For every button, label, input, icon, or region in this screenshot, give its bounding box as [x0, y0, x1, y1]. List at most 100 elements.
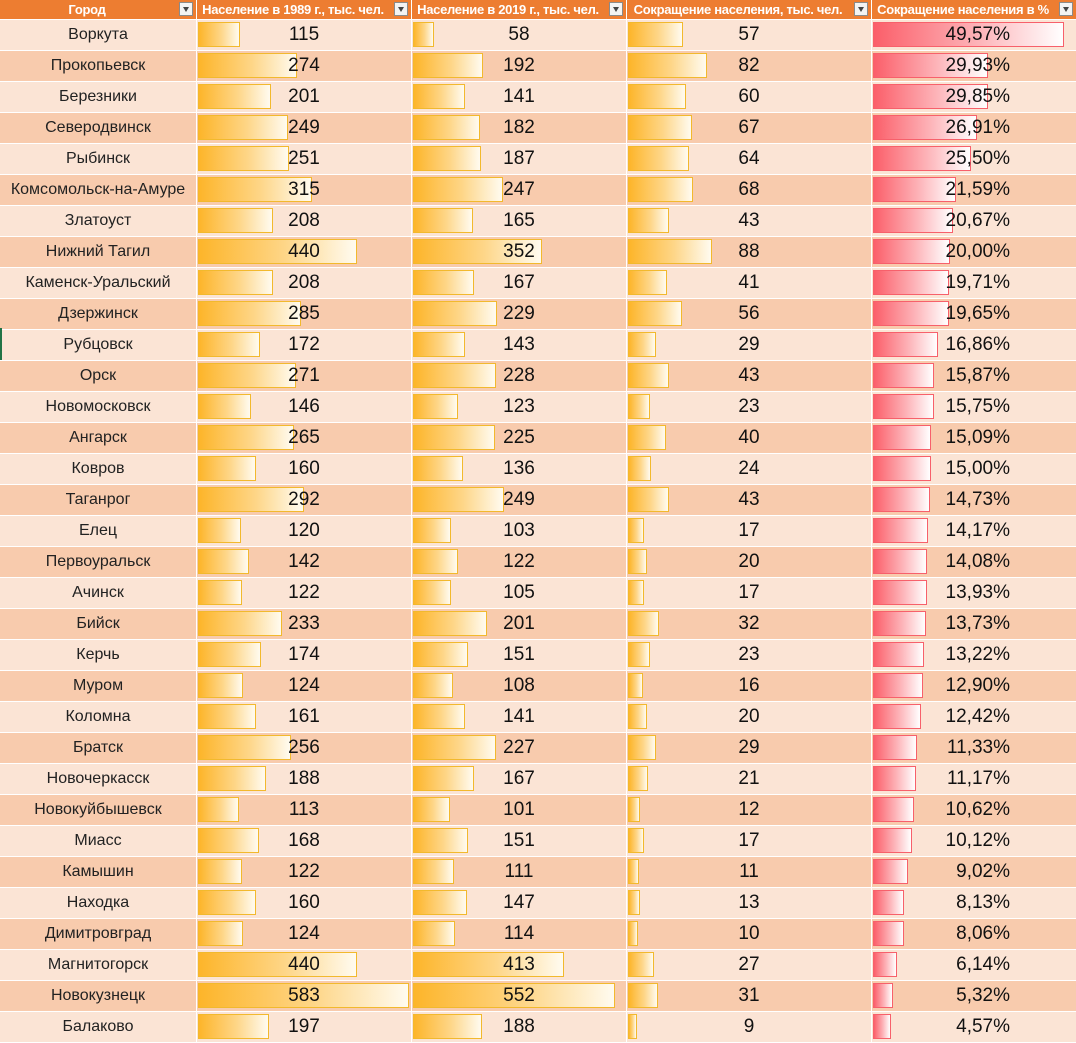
cell-pop1989[interactable]: 124 [197, 671, 412, 701]
table-row[interactable]: Балаково 197 188 9 4,57% [0, 1012, 1076, 1043]
cell-pop1989[interactable]: 122 [197, 578, 412, 608]
table-row[interactable]: Магнитогорск 440 413 27 6,14% [0, 950, 1076, 981]
cell-decline-pct[interactable]: 10,62% [872, 795, 1076, 825]
cell-pop1989[interactable]: 201 [197, 82, 412, 112]
cell-pop2019[interactable]: 122 [412, 547, 627, 577]
cell-decline_abs[interactable]: 12 [627, 795, 872, 825]
cell-pop2019[interactable]: 114 [412, 919, 627, 949]
cell-pop2019[interactable]: 136 [412, 454, 627, 484]
table-row[interactable]: Новомосковск 146 123 23 15,75% [0, 392, 1076, 423]
cell-decline_abs[interactable]: 32 [627, 609, 872, 639]
cell-pop1989[interactable]: 274 [197, 51, 412, 81]
table-row[interactable]: Братск 256 227 29 11,33% [0, 733, 1076, 764]
cell-city[interactable]: Новомосковск [0, 392, 197, 422]
cell-pop2019[interactable]: 225 [412, 423, 627, 453]
cell-pop1989[interactable]: 208 [197, 206, 412, 236]
cell-pop2019[interactable]: 201 [412, 609, 627, 639]
cell-pop1989[interactable]: 251 [197, 144, 412, 174]
cell-decline_abs[interactable]: 21 [627, 764, 872, 794]
cell-pop2019[interactable]: 165 [412, 206, 627, 236]
filter-dropdown-icon[interactable] [854, 2, 868, 16]
cell-pop1989[interactable]: 285 [197, 299, 412, 329]
cell-decline_abs[interactable]: 27 [627, 950, 872, 980]
cell-decline-pct[interactable]: 13,93% [872, 578, 1076, 608]
cell-city[interactable]: Новочеркасск [0, 764, 197, 794]
cell-city[interactable]: Миасс [0, 826, 197, 856]
cell-pop2019[interactable]: 247 [412, 175, 627, 205]
cell-city[interactable]: Воркута [0, 20, 197, 50]
cell-city[interactable]: Братск [0, 733, 197, 763]
cell-city[interactable]: Ангарск [0, 423, 197, 453]
table-row[interactable]: Воркута 115 58 57 49,57% [0, 20, 1076, 51]
cell-decline_abs[interactable]: 10 [627, 919, 872, 949]
table-row[interactable]: Ачинск 122 105 17 13,93% [0, 578, 1076, 609]
table-row[interactable]: Нижний Тагил 440 352 88 20,00% [0, 237, 1076, 268]
cell-city[interactable]: Рыбинск [0, 144, 197, 174]
cell-decline_abs[interactable]: 11 [627, 857, 872, 887]
header-decline-abs[interactable]: Сокращение населения, тыс. чел. [627, 0, 872, 19]
cell-decline-pct[interactable]: 13,73% [872, 609, 1076, 639]
cell-city[interactable]: Новокузнецк [0, 981, 197, 1011]
cell-city[interactable]: Березники [0, 82, 197, 112]
cell-pop1989[interactable]: 160 [197, 888, 412, 918]
table-row[interactable]: Рубцовск 172 143 29 16,86% [0, 330, 1076, 361]
cell-pop2019[interactable]: 227 [412, 733, 627, 763]
header-pop2019[interactable]: Население в 2019 г., тыс. чел. [412, 0, 627, 19]
cell-pop1989[interactable]: 160 [197, 454, 412, 484]
cell-decline-pct[interactable]: 15,09% [872, 423, 1076, 453]
table-row[interactable]: Каменск-Уральский 208 167 41 19,71% [0, 268, 1076, 299]
cell-decline-pct[interactable]: 13,22% [872, 640, 1076, 670]
cell-city[interactable]: Орск [0, 361, 197, 391]
table-row[interactable]: Новокузнецк 583 552 31 5,32% [0, 981, 1076, 1012]
cell-pop2019[interactable]: 229 [412, 299, 627, 329]
cell-decline_abs[interactable]: 20 [627, 547, 872, 577]
cell-decline_abs[interactable]: 16 [627, 671, 872, 701]
cell-city[interactable]: Первоуральск [0, 547, 197, 577]
table-row[interactable]: Находка 160 147 13 8,13% [0, 888, 1076, 919]
cell-city[interactable]: Нижний Тагил [0, 237, 197, 267]
cell-decline-pct[interactable]: 14,73% [872, 485, 1076, 515]
cell-city[interactable]: Бийск [0, 609, 197, 639]
cell-pop1989[interactable]: 440 [197, 950, 412, 980]
cell-decline_abs[interactable]: 40 [627, 423, 872, 453]
cell-decline_abs[interactable]: 23 [627, 392, 872, 422]
cell-pop2019[interactable]: 58 [412, 20, 627, 50]
header-city[interactable]: Город [0, 0, 197, 19]
table-row[interactable]: Керчь 174 151 23 13,22% [0, 640, 1076, 671]
cell-decline-pct[interactable]: 19,71% [872, 268, 1076, 298]
cell-pop2019[interactable]: 552 [412, 981, 627, 1011]
cell-pop2019[interactable]: 151 [412, 826, 627, 856]
cell-decline-pct[interactable]: 21,59% [872, 175, 1076, 205]
table-row[interactable]: Северодвинск 249 182 67 26,91% [0, 113, 1076, 144]
cell-pop1989[interactable]: 124 [197, 919, 412, 949]
cell-decline_abs[interactable]: 24 [627, 454, 872, 484]
cell-decline-pct[interactable]: 20,00% [872, 237, 1076, 267]
cell-pop1989[interactable]: 188 [197, 764, 412, 794]
cell-decline_abs[interactable]: 29 [627, 733, 872, 763]
cell-city[interactable]: Северодвинск [0, 113, 197, 143]
table-row[interactable]: Ковров 160 136 24 15,00% [0, 454, 1076, 485]
cell-city[interactable]: Коломна [0, 702, 197, 732]
filter-dropdown-icon[interactable] [609, 2, 623, 16]
cell-pop2019[interactable]: 249 [412, 485, 627, 515]
table-row[interactable]: Ангарск 265 225 40 15,09% [0, 423, 1076, 454]
table-row[interactable]: Миасс 168 151 17 10,12% [0, 826, 1076, 857]
cell-pop2019[interactable]: 141 [412, 82, 627, 112]
cell-city[interactable]: Комсомольск-на-Амуре [0, 175, 197, 205]
cell-decline_abs[interactable]: 68 [627, 175, 872, 205]
cell-city[interactable]: Рубцовск [0, 330, 197, 360]
filter-dropdown-icon[interactable] [179, 2, 193, 16]
cell-decline-pct[interactable]: 26,91% [872, 113, 1076, 143]
cell-pop1989[interactable]: 440 [197, 237, 412, 267]
table-row[interactable]: Коломна 161 141 20 12,42% [0, 702, 1076, 733]
table-row[interactable]: Орск 271 228 43 15,87% [0, 361, 1076, 392]
table-row[interactable]: Златоуст 208 165 43 20,67% [0, 206, 1076, 237]
cell-pop2019[interactable]: 167 [412, 764, 627, 794]
cell-pop1989[interactable]: 120 [197, 516, 412, 546]
cell-city[interactable]: Златоуст [0, 206, 197, 236]
table-row[interactable]: Муром 124 108 16 12,90% [0, 671, 1076, 702]
cell-decline-pct[interactable]: 12,42% [872, 702, 1076, 732]
cell-decline_abs[interactable]: 43 [627, 361, 872, 391]
cell-pop1989[interactable]: 172 [197, 330, 412, 360]
cell-decline-pct[interactable]: 19,65% [872, 299, 1076, 329]
